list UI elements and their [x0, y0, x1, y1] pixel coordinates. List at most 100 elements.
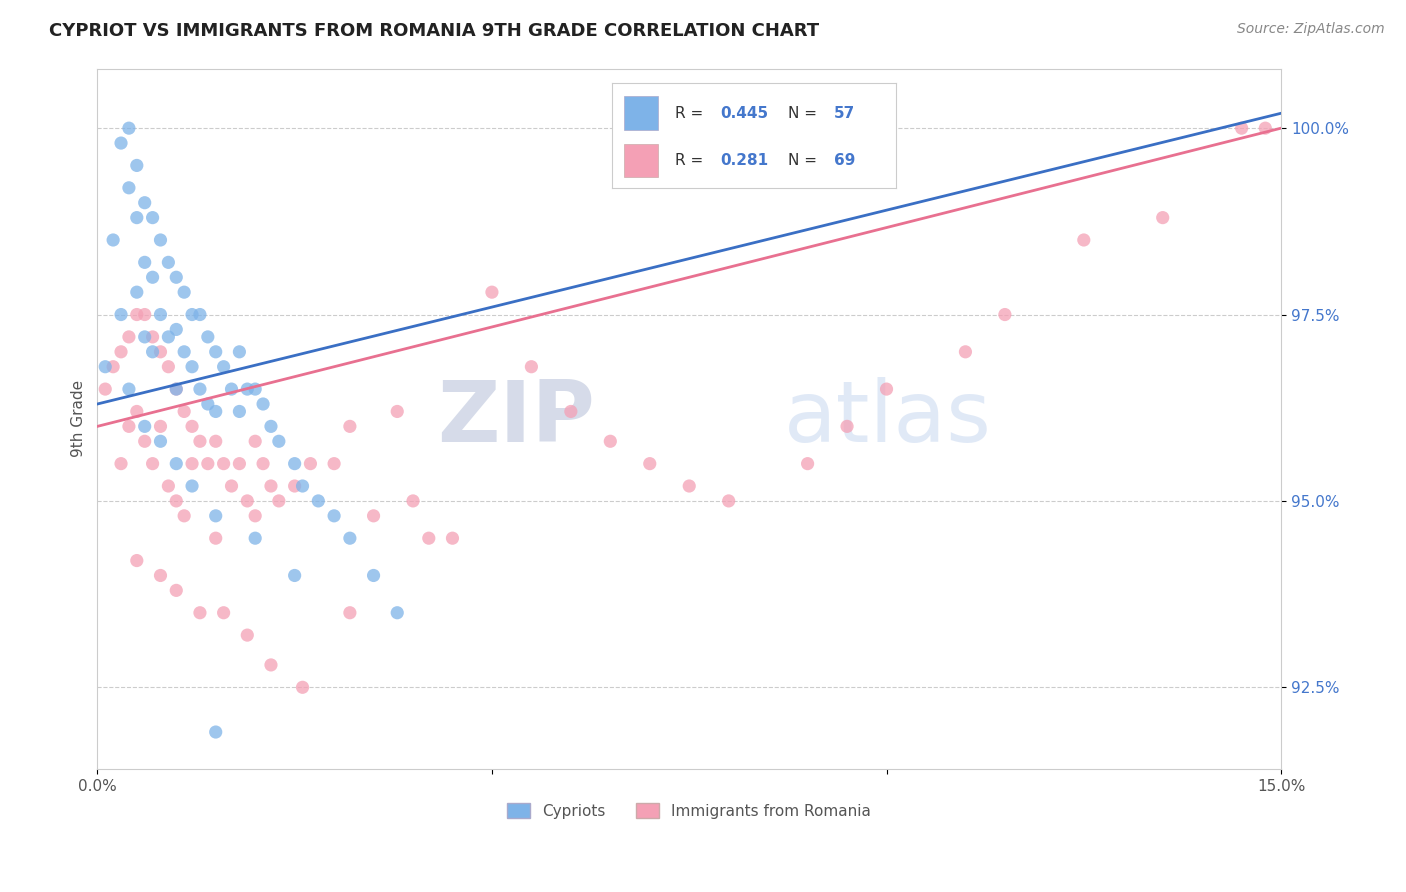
Point: [204, 344, 226, 359]
Point: [197, 397, 219, 411]
Point: [101, 359, 124, 374]
Point: [157, 359, 180, 374]
Point: [134, 308, 156, 322]
Point: [188, 308, 211, 322]
Point: [243, 434, 266, 449]
Point: [520, 359, 543, 374]
Point: [418, 531, 440, 545]
Point: [252, 397, 274, 411]
Point: [134, 255, 156, 269]
Point: [157, 479, 180, 493]
Point: [212, 457, 235, 471]
Point: [204, 725, 226, 739]
Point: [994, 308, 1017, 322]
Point: [284, 457, 307, 471]
Point: [260, 419, 283, 434]
Text: Source: ZipAtlas.com: Source: ZipAtlas.com: [1237, 22, 1385, 37]
Point: [125, 308, 148, 322]
Point: [110, 344, 132, 359]
Point: [118, 382, 141, 396]
Point: [204, 508, 226, 523]
Point: [291, 479, 314, 493]
Point: [165, 583, 187, 598]
Point: [142, 330, 165, 344]
Point: [236, 494, 259, 508]
Point: [181, 308, 204, 322]
Point: [560, 404, 582, 418]
Point: [118, 419, 141, 434]
Point: [142, 211, 165, 225]
Point: [118, 330, 141, 344]
Point: [188, 606, 211, 620]
Point: [717, 494, 740, 508]
Point: [181, 479, 204, 493]
Point: [134, 195, 156, 210]
Point: [149, 419, 172, 434]
Point: [101, 233, 124, 247]
Point: [260, 479, 283, 493]
Point: [1254, 121, 1277, 136]
Text: CYPRIOT VS IMMIGRANTS FROM ROMANIA 9TH GRADE CORRELATION CHART: CYPRIOT VS IMMIGRANTS FROM ROMANIA 9TH G…: [49, 22, 820, 40]
Point: [165, 494, 187, 508]
Point: [134, 434, 156, 449]
Point: [291, 681, 314, 695]
Point: [181, 419, 204, 434]
Point: [228, 404, 250, 418]
Point: [481, 285, 503, 300]
Point: [876, 382, 898, 396]
Point: [339, 419, 361, 434]
Point: [125, 404, 148, 418]
Point: [118, 121, 141, 136]
Point: [149, 308, 172, 322]
Point: [173, 404, 195, 418]
Point: [165, 457, 187, 471]
Point: [188, 382, 211, 396]
Point: [173, 344, 195, 359]
Point: [125, 285, 148, 300]
Point: [149, 568, 172, 582]
Point: [260, 657, 283, 672]
Text: atlas: atlas: [785, 377, 991, 460]
Point: [149, 434, 172, 449]
Point: [188, 434, 211, 449]
Text: ZIP: ZIP: [437, 377, 595, 460]
Legend: Cypriots, Immigrants from Romania: Cypriots, Immigrants from Romania: [501, 797, 877, 825]
Point: [125, 158, 148, 172]
Point: [212, 359, 235, 374]
Point: [157, 255, 180, 269]
Point: [165, 382, 187, 396]
Point: [267, 434, 290, 449]
Point: [678, 479, 700, 493]
Point: [204, 531, 226, 545]
Point: [134, 330, 156, 344]
Point: [157, 330, 180, 344]
Point: [204, 404, 226, 418]
Point: [236, 628, 259, 642]
Point: [221, 479, 243, 493]
Point: [173, 285, 195, 300]
Point: [284, 479, 307, 493]
Point: [173, 508, 195, 523]
Point: [284, 568, 307, 582]
Point: [339, 531, 361, 545]
Point: [243, 508, 266, 523]
Point: [387, 404, 409, 418]
Point: [125, 553, 148, 567]
Point: [110, 457, 132, 471]
Point: [638, 457, 661, 471]
Point: [110, 308, 132, 322]
Point: [197, 330, 219, 344]
Point: [307, 494, 329, 508]
Point: [243, 531, 266, 545]
Point: [165, 270, 187, 285]
Point: [125, 211, 148, 225]
Point: [243, 382, 266, 396]
Point: [110, 136, 132, 150]
Point: [94, 382, 117, 396]
Point: [323, 508, 346, 523]
Point: [142, 457, 165, 471]
Point: [181, 457, 204, 471]
Point: [339, 606, 361, 620]
Point: [1073, 233, 1095, 247]
Point: [402, 494, 425, 508]
